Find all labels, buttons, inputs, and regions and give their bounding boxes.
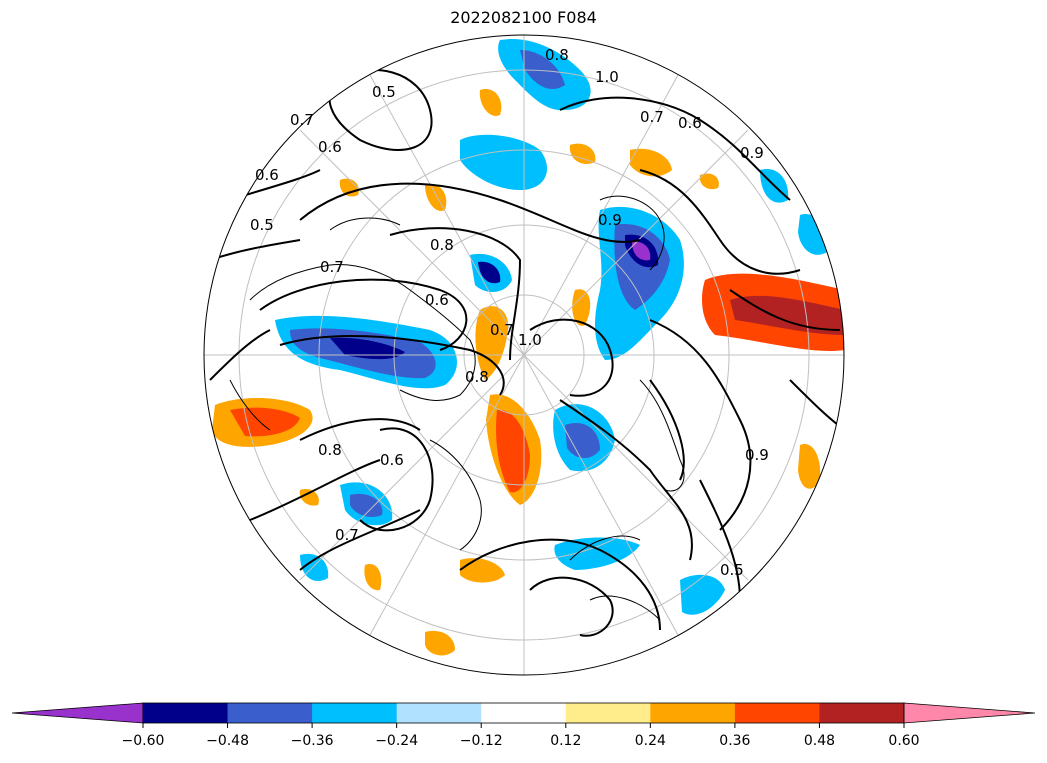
colorbar: −0.60 −0.48 −0.36 −0.24 −0.12 0.12 0.24 0.36 0.4… — [11, 702, 1036, 749]
contour-label: 0.7 — [490, 321, 514, 339]
colorbar-tick-label: 0.60 — [888, 733, 919, 749]
contour-label: 0.6 — [318, 138, 342, 156]
colorbar-tick-label: 0.48 — [804, 733, 835, 749]
colorbar-tick-label: −0.36 — [291, 733, 334, 749]
map-boundary — [203, 34, 845, 676]
colorbar-swatches — [11, 702, 1036, 724]
colorbar-swatch — [734, 703, 820, 723]
contour-label: 0.5 — [372, 83, 396, 101]
contour-label: 0.8 — [430, 236, 454, 254]
contour-label: 0.5 — [720, 561, 744, 579]
colorbar-tick-label: −0.60 — [122, 733, 165, 749]
map-title: 2022082100 F084 — [450, 8, 597, 27]
contour-label: 1.0 — [595, 68, 619, 86]
colorbar-swatch — [565, 703, 651, 723]
colorbar-ticks: −0.60 −0.48 −0.36 −0.24 −0.12 0.12 0.24 0.36 0.4… — [122, 723, 920, 749]
colorbar-swatch — [396, 703, 482, 723]
colorbar-extend-min — [11, 702, 144, 724]
contour-label: 0.9 — [740, 144, 764, 162]
colorbar-frame — [142, 702, 905, 724]
contour-label: 0.6 — [678, 114, 702, 132]
contour-label: 0.7 — [290, 111, 314, 129]
contour-label: 0.9 — [745, 446, 769, 464]
anomaly-shading — [212, 39, 844, 656]
contour-label: 0.6 — [255, 166, 279, 184]
colorbar-tick-label: 0.24 — [635, 733, 666, 749]
colorbar-tick-label: −0.24 — [375, 733, 418, 749]
contour-label: 0.7 — [320, 258, 344, 276]
contour-label: 0.6 — [380, 451, 404, 469]
contour-label: 0.8 — [545, 46, 569, 64]
colorbar-tick-label: −0.12 — [460, 733, 503, 749]
colorbar-swatch — [481, 703, 567, 723]
contour-label: 0.8 — [465, 368, 489, 386]
contour-label: 0.7 — [640, 108, 664, 126]
contour-label: 0.9 — [598, 211, 622, 229]
coastlines — [229, 195, 685, 621]
contour-lines — [209, 69, 844, 637]
colorbar-tick-label: −0.48 — [206, 733, 249, 749]
contour-label: 0.8 — [318, 441, 342, 459]
contour-label: 0.7 — [335, 526, 359, 544]
colorbar-swatch — [312, 703, 398, 723]
contour-label: 0.5 — [250, 216, 274, 234]
contour-label-group: 0.5 0.6 0.7 0.8 0.9 1.0 0.8 0.6 0.7 0.6 … — [250, 46, 769, 579]
contour-label: 0.6 — [425, 291, 449, 309]
colorbar-tick-label: 0.36 — [719, 733, 750, 749]
polar-map: 0.5 0.6 0.7 0.8 0.9 1.0 0.8 0.6 0.7 0.6 … — [203, 34, 845, 676]
colorbar-swatch — [650, 703, 736, 723]
colorbar-extend-max — [903, 702, 1036, 724]
colorbar-tick-label: 0.12 — [550, 733, 581, 749]
map-gridlines — [204, 35, 844, 675]
colorbar-swatch — [143, 703, 229, 723]
colorbar-swatch — [819, 703, 905, 723]
colorbar-swatch — [227, 703, 313, 723]
contour-label: 1.0 — [518, 331, 542, 349]
